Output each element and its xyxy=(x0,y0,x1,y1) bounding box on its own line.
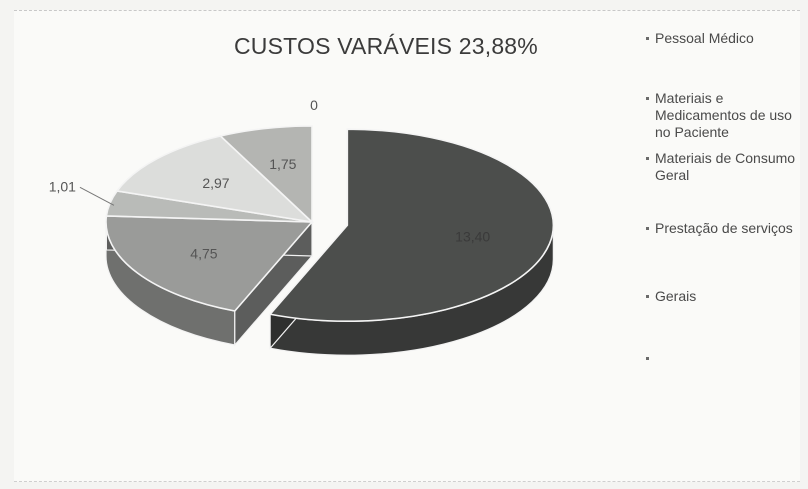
legend-item: Gerais xyxy=(646,288,807,305)
pie-tops xyxy=(105,125,555,323)
data-label: 2,97 xyxy=(202,175,229,191)
data-label: 0 xyxy=(310,97,318,113)
legend-item: Materiais e Medicamentos de uso no Pacie… xyxy=(646,90,807,141)
data-label: 4,75 xyxy=(190,246,217,262)
legend-item: Materiais de Consumo Geral xyxy=(646,150,807,184)
leader-line xyxy=(79,186,115,206)
chart-title: CUSTOS VARÁVEIS 23,88% xyxy=(234,33,538,59)
legend-label: Pessoal Médico xyxy=(655,30,754,46)
pie-slice-0 xyxy=(268,128,555,323)
legend-label: Prestação de serviços xyxy=(655,220,793,236)
data-label: 1,01 xyxy=(49,178,76,194)
data-label: 13,40 xyxy=(455,229,490,245)
data-label: 1,75 xyxy=(269,156,296,172)
legend-label: Gerais xyxy=(655,288,697,304)
pie-labels: 13,40 4,75 1,01 2,97 1,75 0 xyxy=(49,97,491,262)
legend-bullet-icon xyxy=(646,97,649,100)
legend-label: Materiais e Medicamentos de uso no Pacie… xyxy=(655,90,792,140)
legend-bullet-icon xyxy=(646,357,649,360)
legend-bullet-icon xyxy=(646,157,649,160)
legend-bullet-icon xyxy=(646,37,649,40)
legend-bullet-icon xyxy=(646,227,649,230)
legend-label: Materiais de Consumo Geral xyxy=(655,150,796,183)
legend-item: Prestação de serviços xyxy=(646,220,807,237)
legend-item xyxy=(646,350,807,360)
legend-item: Pessoal Médico xyxy=(646,30,807,47)
pie-slice-4 xyxy=(218,125,313,224)
legend-bullet-icon xyxy=(646,295,649,298)
pie-slice-1 xyxy=(105,215,314,312)
pie-slice-3 xyxy=(115,135,315,224)
